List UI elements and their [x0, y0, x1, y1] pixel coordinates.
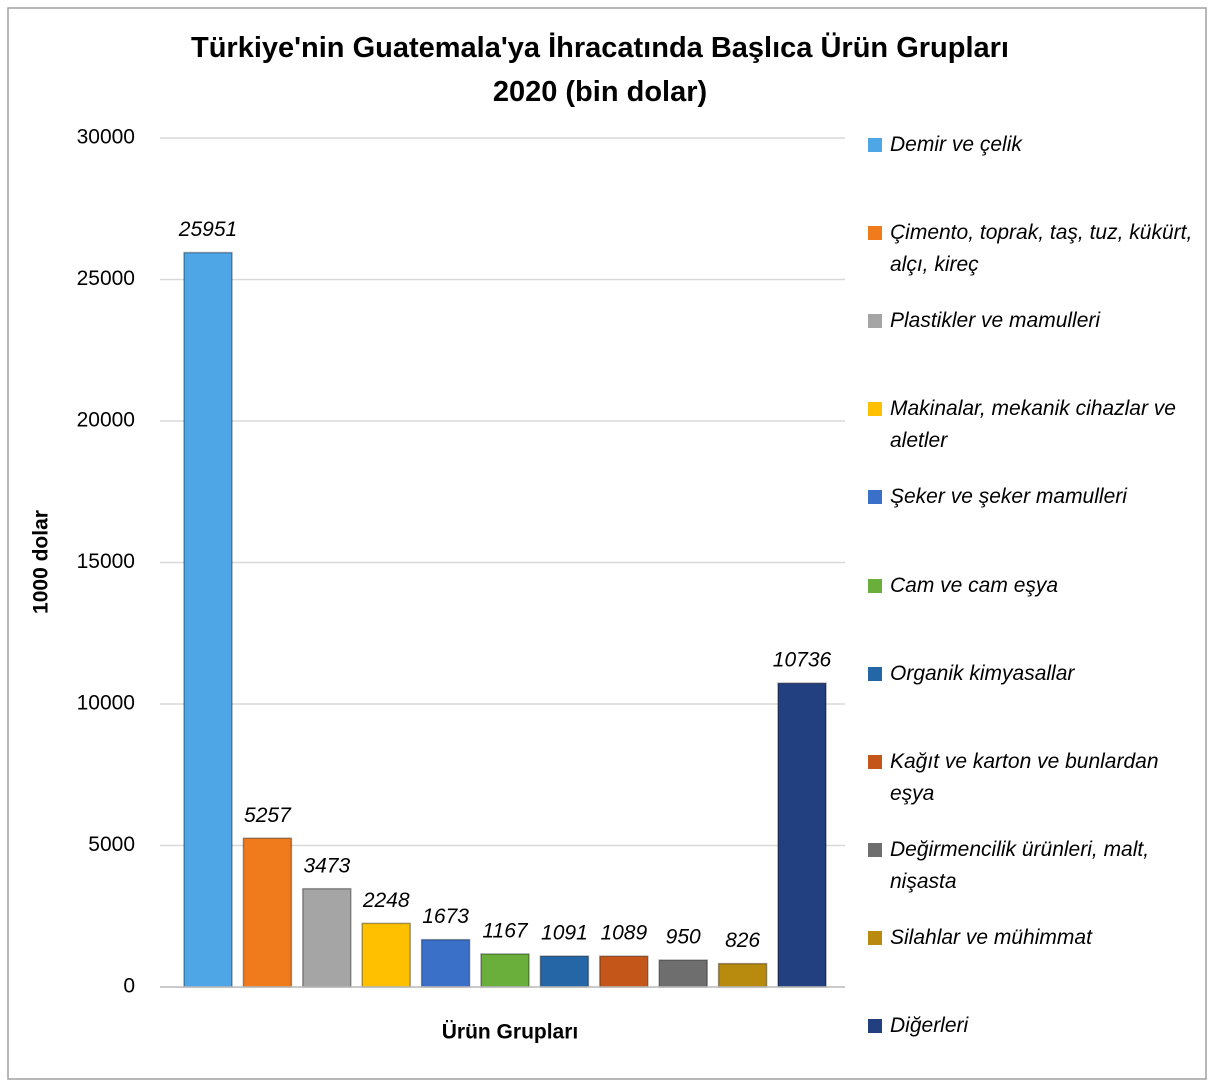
bar	[777, 682, 827, 988]
legend-label: Makinalar, mekanik cihazlar ve aletler	[890, 397, 1176, 453]
value-label: 3473	[303, 854, 350, 877]
bar	[242, 837, 293, 988]
value-label: 826	[725, 929, 760, 952]
y-tick-label: 5000	[88, 833, 135, 856]
bar	[183, 251, 233, 988]
value-label: 1089	[600, 922, 647, 945]
legend-swatch	[868, 666, 882, 681]
value-label: 950	[666, 926, 701, 949]
y-tick-label: 0	[123, 975, 135, 998]
legend-label: Şeker ve şeker mamulleri	[890, 485, 1127, 509]
border	[7, 7, 1207, 1080]
bar	[302, 887, 352, 988]
legend-swatch	[868, 930, 882, 945]
legend-label: Çimento, toprak, taş, tuz, kükürt, alçı,…	[890, 221, 1193, 277]
bar	[717, 962, 768, 988]
bar	[539, 955, 590, 988]
bar	[420, 938, 471, 988]
value-label: 2248	[362, 889, 410, 912]
value-label: 1167	[482, 920, 528, 943]
legend-label: Organik kimyasallar	[890, 661, 1075, 685]
legend-label: Cam ve cam eşya	[890, 573, 1059, 597]
y-tick-label: 20000	[77, 409, 135, 432]
bar	[480, 953, 530, 988]
chart-title: Türkiye'nin Guatemala'ya İhracatında Baş…	[190, 32, 1009, 108]
y-tick-label: 25000	[77, 267, 135, 290]
value-label: 25951	[178, 218, 237, 241]
legend-swatch	[868, 402, 882, 417]
legend-label: Demir ve çelik	[890, 133, 1022, 156]
bar	[361, 922, 411, 988]
legend-swatch	[868, 1019, 882, 1033]
legend-swatch	[868, 138, 882, 152]
value-label: 10736	[773, 649, 832, 672]
legend-swatch	[868, 578, 882, 593]
y-tick-label: 30000	[77, 126, 135, 149]
legend-swatch	[868, 754, 882, 769]
bar	[599, 955, 649, 988]
legend-swatch	[868, 490, 882, 505]
value-label: 1091	[541, 922, 588, 945]
legend-swatch	[868, 314, 882, 329]
y-tick-label: 10000	[77, 692, 135, 715]
value-label: 5257	[244, 804, 292, 827]
y-tick-label: 15000	[77, 550, 135, 573]
legend-label: Değirmencilik ürünleri, malt, nişasta	[890, 837, 1150, 893]
legend-swatch	[868, 226, 882, 241]
y-axis-title: 1000 dolar	[30, 510, 53, 614]
bar	[658, 959, 708, 988]
legend-label: Silahlar ve mühimmat	[890, 925, 1092, 949]
legend-label: Diğerleri	[890, 1014, 969, 1037]
legend-label: Plastikler ve mamulleri	[890, 309, 1101, 333]
x-axis-title: Ürün Grupları	[442, 1021, 579, 1044]
legend-label: Kağıt ve karton ve bunlardan eşya	[890, 749, 1159, 805]
value-label: 1673	[422, 905, 469, 928]
legend-swatch	[868, 842, 882, 857]
